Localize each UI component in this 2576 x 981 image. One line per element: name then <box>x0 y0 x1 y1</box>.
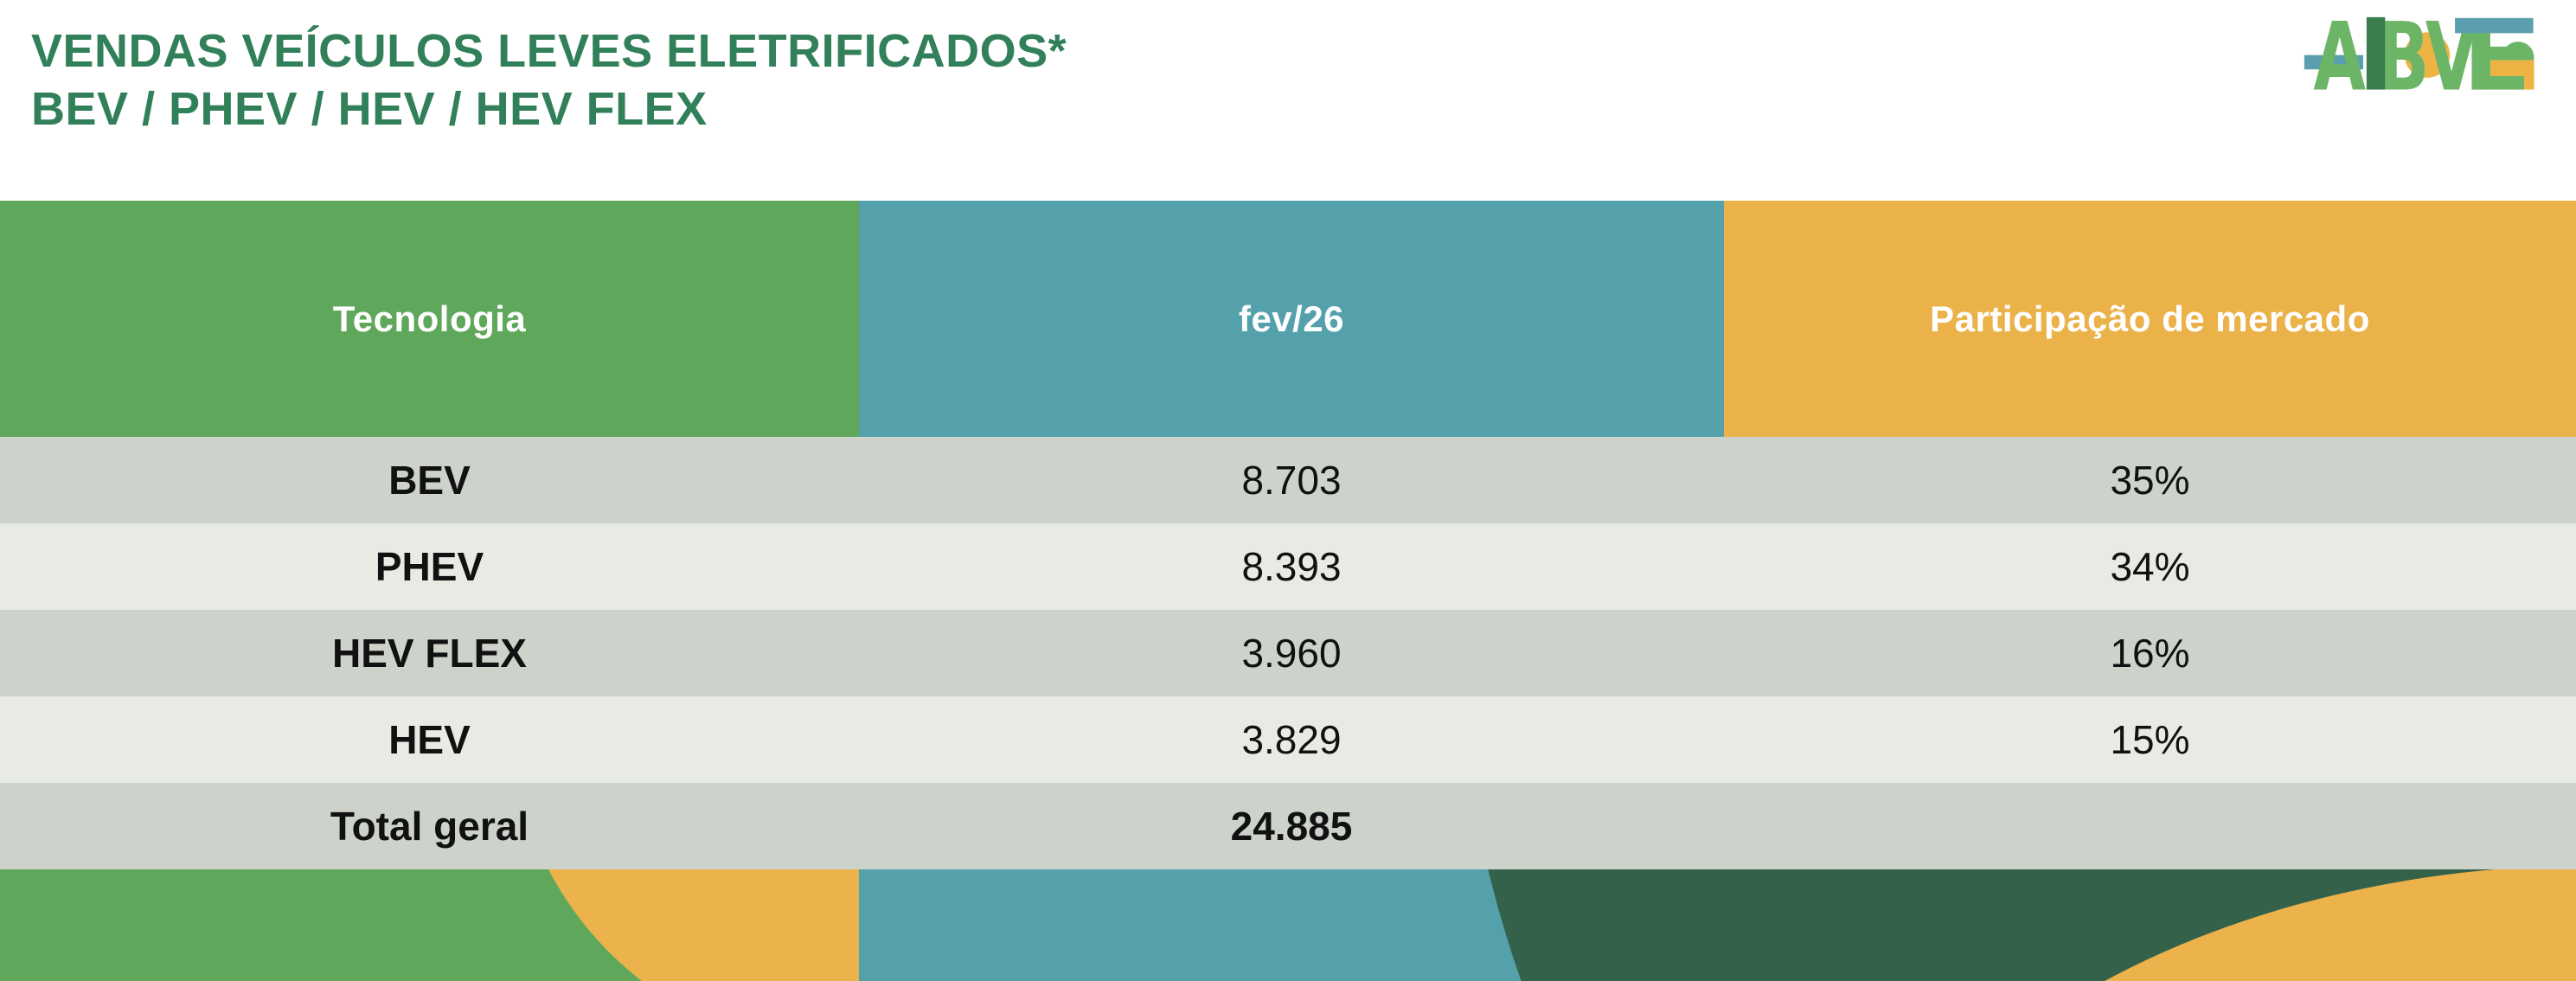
cell-hevflex-share: 16% <box>2110 631 2190 676</box>
cell-phev-share: 34% <box>2110 544 2190 589</box>
header-label-participacao: Participação de mercado <box>1930 298 2370 339</box>
table-row-phev: PHEV 8.393 34% <box>0 523 2576 610</box>
cell-phev-tech: PHEV <box>375 544 484 589</box>
table-row-hev: HEV 3.829 15% <box>0 696 2576 783</box>
title-line-2: BEV / PHEV / HEV / HEV FLEX <box>31 83 708 135</box>
logo-letter-e <box>2455 17 2534 90</box>
cell-phev-value: 8.393 <box>1241 544 1342 589</box>
cell-hevflex-tech: HEV FLEX <box>332 631 527 676</box>
cell-hevflex-value: 3.960 <box>1241 631 1342 676</box>
header-cell-fev26: fev/26 <box>859 201 1724 437</box>
cell-total-tech: Total geral <box>330 804 529 849</box>
logo-orange-disc <box>2404 32 2451 78</box>
header-cell-tecnologia: Tecnologia <box>0 201 859 437</box>
logo-letter-a: A <box>2313 7 2366 112</box>
table-row-bev: BEV 8.703 35% <box>0 437 2576 523</box>
topbar: VENDAS VEÍCULOS LEVES ELETRIFICADOS* BEV… <box>0 0 2576 201</box>
page-title: VENDAS VEÍCULOS LEVES ELETRIFICADOS* BEV… <box>31 22 1067 138</box>
header-label-tecnologia: Tecnologia <box>332 298 527 339</box>
header-cell-participacao: Participação de mercado <box>1724 201 2576 437</box>
table-row-total: Total geral 24.885 <box>0 783 2576 869</box>
cell-bev-value: 8.703 <box>1241 458 1342 503</box>
cell-total-share <box>1724 783 2576 869</box>
cell-total-value: 24.885 <box>1230 804 1353 849</box>
table-row-hevflex: HEV FLEX 3.960 16% <box>0 610 2576 696</box>
logo-teal-bar <box>2304 54 2363 70</box>
cell-hev-share: 15% <box>2110 717 2190 762</box>
cell-hev-tech: HEV <box>388 717 471 762</box>
cell-hev-value: 3.829 <box>1241 717 1342 762</box>
table-header-row: Tecnologia fev/26 Participação de mercad… <box>0 201 2576 437</box>
footer-decoration <box>0 869 2576 981</box>
cell-bev-share: 35% <box>2110 458 2190 503</box>
cell-bev-tech: BEV <box>388 458 471 503</box>
abve-logo: A B V <box>2304 7 2534 112</box>
title-line-1: VENDAS VEÍCULOS LEVES ELETRIFICADOS* <box>31 25 1067 77</box>
logo-darkgreen-bar <box>2366 16 2386 90</box>
header-label-fev26: fev/26 <box>1238 298 1345 339</box>
logo-letter-b: B <box>2378 7 2430 112</box>
